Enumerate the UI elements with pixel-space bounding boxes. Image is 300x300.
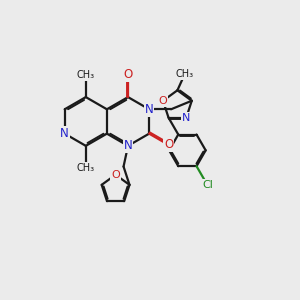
Text: N: N	[145, 103, 154, 116]
Text: Cl: Cl	[202, 180, 213, 190]
Text: O: O	[123, 68, 133, 81]
Text: N: N	[182, 112, 190, 123]
Text: N: N	[60, 127, 69, 140]
Text: O: O	[164, 138, 173, 152]
Text: CH₃: CH₃	[77, 70, 95, 80]
Text: O: O	[111, 170, 120, 180]
Text: N: N	[124, 139, 132, 152]
Text: CH₃: CH₃	[77, 163, 95, 173]
Text: O: O	[159, 96, 167, 106]
Text: CH₃: CH₃	[176, 69, 194, 79]
